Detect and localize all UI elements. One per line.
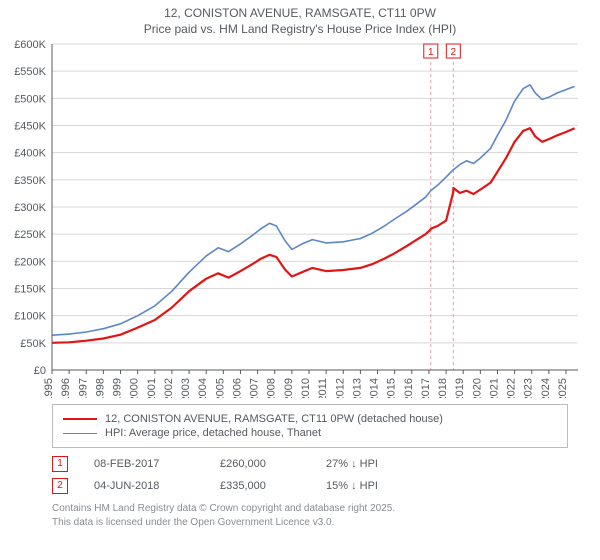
event-price: £335,000 [220, 480, 300, 492]
svg-text:£0: £0 [34, 365, 46, 377]
line-chart: £0 £50K £100K £150K £200K £250K £300K £350K £400… [0, 38, 600, 398]
footer-line: Contains HM Land Registry data © Crown c… [52, 502, 568, 516]
svg-text:1998: 1998 [94, 378, 106, 398]
svg-text:1999: 1999 [112, 378, 124, 398]
chart-titles: 12, CONISTON AVENUE, RAMSGATE, CT11 0PW … [0, 0, 600, 38]
svg-text:2002: 2002 [163, 378, 175, 398]
svg-text:1: 1 [428, 47, 434, 58]
svg-text:2019: 2019 [454, 378, 466, 398]
event-row: 1 08-FEB-2017 £260,000 27% ↓ HPI [52, 456, 568, 472]
svg-text:2020: 2020 [471, 378, 483, 398]
svg-text:2018: 2018 [437, 378, 449, 398]
event-pct: 27% ↓ HPI [326, 458, 378, 470]
event-date: 08-FEB-2017 [94, 458, 194, 470]
svg-text:2017: 2017 [420, 378, 432, 398]
svg-text:£200K: £200K [14, 256, 46, 268]
svg-text:£500K: £500K [14, 93, 46, 105]
chart-title-sub: Price paid vs. HM Land Registry's House … [10, 22, 590, 36]
event-marker-1: 1 [52, 456, 68, 472]
svg-text:£450K: £450K [14, 121, 46, 133]
svg-text:£300K: £300K [14, 202, 46, 214]
svg-text:2011: 2011 [317, 378, 329, 398]
event-marker-2: 2 [52, 478, 68, 494]
footer: Contains HM Land Registry data © Crown c… [52, 502, 568, 529]
legend-row: 12, CONISTON AVENUE, RAMSGATE, CT11 0PW … [63, 413, 557, 425]
footer-line: This data is licensed under the Open Gov… [52, 516, 568, 530]
svg-text:2025: 2025 [557, 378, 569, 398]
svg-text:2021: 2021 [488, 378, 500, 398]
chart-container: 12, CONISTON AVENUE, RAMSGATE, CT11 0PW … [0, 0, 600, 529]
svg-text:1996: 1996 [60, 378, 72, 398]
chart-title-address: 12, CONISTON AVENUE, RAMSGATE, CT11 0PW [10, 6, 590, 20]
svg-text:£50K: £50K [20, 338, 46, 350]
svg-text:2013: 2013 [351, 378, 363, 398]
svg-text:2004: 2004 [197, 378, 209, 398]
svg-text:2000: 2000 [129, 378, 141, 398]
svg-text:2001: 2001 [146, 378, 158, 398]
svg-text:£350K: £350K [14, 175, 46, 187]
legend-swatch-subject [63, 418, 97, 420]
svg-text:2008: 2008 [266, 378, 278, 398]
svg-text:£600K: £600K [14, 39, 46, 51]
legend-row: HPI: Average price, detached house, Than… [63, 427, 557, 439]
svg-text:2023: 2023 [523, 378, 535, 398]
svg-text:£250K: £250K [14, 229, 46, 241]
svg-text:2016: 2016 [403, 378, 415, 398]
event-date: 04-JUN-2018 [94, 480, 194, 492]
svg-text:£150K: £150K [14, 284, 46, 296]
event-table: 1 08-FEB-2017 £260,000 27% ↓ HPI 2 04-JU… [52, 456, 568, 494]
svg-text:£100K: £100K [14, 311, 46, 323]
svg-text:1995: 1995 [43, 378, 55, 398]
svg-text:2010: 2010 [300, 378, 312, 398]
svg-text:£400K: £400K [14, 148, 46, 160]
svg-text:2015: 2015 [386, 378, 398, 398]
legend: 12, CONISTON AVENUE, RAMSGATE, CT11 0PW … [52, 404, 568, 448]
legend-label: HPI: Average price, detached house, Than… [105, 427, 321, 439]
legend-label: 12, CONISTON AVENUE, RAMSGATE, CT11 0PW … [105, 413, 443, 425]
svg-text:1997: 1997 [77, 378, 89, 398]
svg-text:£550K: £550K [14, 66, 46, 78]
svg-text:2024: 2024 [540, 378, 552, 398]
svg-text:2005: 2005 [214, 378, 226, 398]
svg-text:2014: 2014 [369, 378, 381, 398]
svg-text:2022: 2022 [506, 378, 518, 398]
event-row: 2 04-JUN-2018 £335,000 15% ↓ HPI [52, 478, 568, 494]
event-price: £260,000 [220, 458, 300, 470]
svg-text:2007: 2007 [249, 378, 261, 398]
svg-text:2009: 2009 [283, 378, 295, 398]
legend-swatch-hpi [63, 433, 97, 434]
svg-text:2012: 2012 [334, 378, 346, 398]
svg-text:2006: 2006 [231, 378, 243, 398]
event-pct: 15% ↓ HPI [326, 480, 378, 492]
svg-text:2003: 2003 [180, 378, 192, 398]
svg-text:2: 2 [451, 47, 457, 58]
